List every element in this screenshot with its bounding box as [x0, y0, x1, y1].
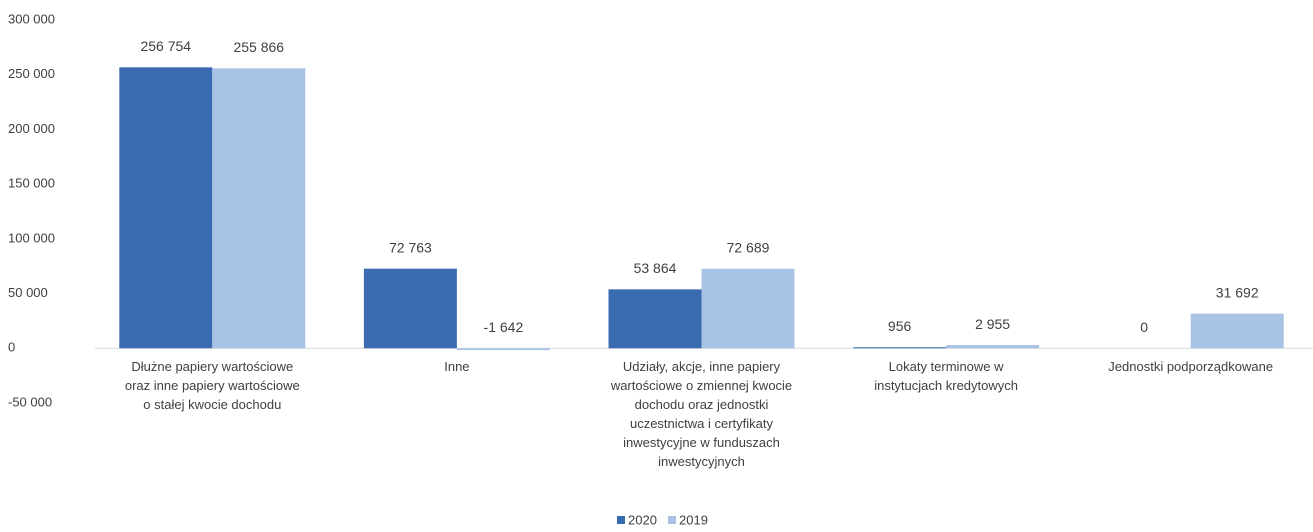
data-label: 72 689: [727, 239, 770, 255]
bar: [363, 268, 457, 349]
y-tick-label: 50 000: [8, 285, 48, 300]
data-label: 0: [1140, 319, 1148, 335]
bar: [212, 68, 306, 349]
data-label: 53 864: [634, 260, 677, 276]
y-tick-label: 300 000: [8, 11, 55, 26]
y-tick-label: 150 000: [8, 176, 55, 191]
x-tick-label: Udziały, akcje, inne papiery wartościowe …: [610, 359, 792, 469]
y-tick-label: 200 000: [8, 121, 55, 136]
bar: [701, 268, 795, 349]
bar: [119, 67, 213, 349]
bar: [946, 345, 1040, 349]
data-label: 256 754: [140, 38, 191, 54]
bar: [1190, 313, 1284, 349]
legend-swatch: [668, 516, 676, 524]
x-tick-label: Dłużne papiery wartościowe oraz inne papi…: [125, 359, 300, 412]
legend-label: 2020: [628, 512, 657, 527]
bar: [608, 289, 702, 349]
bar: [853, 347, 947, 349]
x-tick-label: Lokaty terminowe w instytucjach kredytowy…: [874, 359, 1018, 393]
data-label: 2 955: [975, 316, 1010, 332]
legend-label: 2019: [679, 512, 708, 527]
y-tick-label: 0: [8, 340, 15, 355]
legend-swatch: [617, 516, 625, 524]
data-label: 72 763: [389, 239, 432, 255]
x-tick-label: Jednostki podporządkowane: [1108, 359, 1273, 374]
y-tick-label: -50 000: [8, 394, 52, 409]
data-label: -1 642: [484, 319, 524, 335]
y-tick-label: 100 000: [8, 230, 55, 245]
data-label: 31 692: [1216, 284, 1259, 300]
bar: [456, 348, 550, 351]
x-tick-label: Inne: [444, 359, 469, 374]
data-label: 255 866: [233, 39, 284, 55]
data-label: 956: [888, 318, 912, 334]
y-tick-label: 250 000: [8, 66, 55, 81]
